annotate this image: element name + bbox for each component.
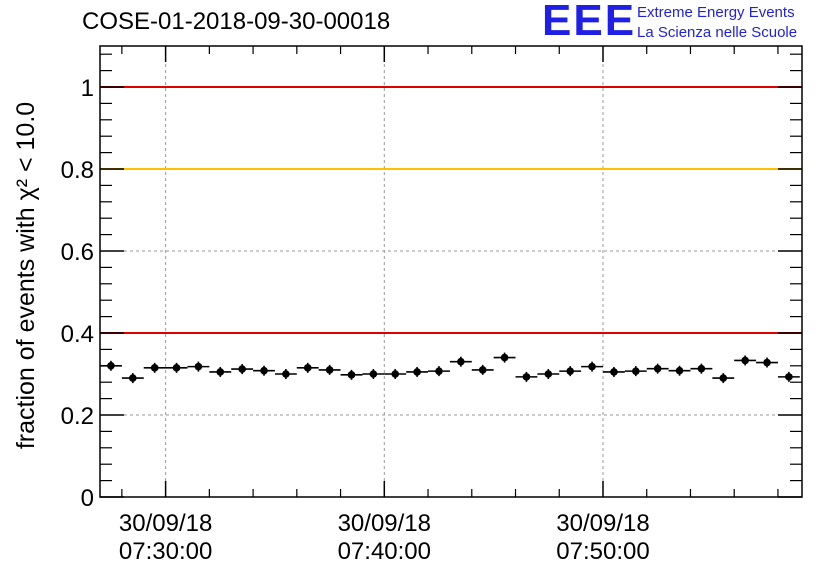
data-point-marker bbox=[238, 365, 246, 373]
data-point-marker bbox=[413, 368, 421, 376]
data-point bbox=[384, 369, 407, 379]
data-point-marker bbox=[457, 357, 465, 366]
data-point-marker bbox=[675, 366, 684, 375]
data-point-marker bbox=[282, 370, 290, 378]
y-tick-label: 0.2 bbox=[61, 403, 94, 430]
data-point bbox=[471, 364, 494, 375]
data-point-marker bbox=[697, 364, 706, 373]
data-point bbox=[493, 352, 516, 363]
data-point bbox=[253, 365, 275, 376]
x-tick-label-date: 30/09/18 bbox=[556, 510, 649, 537]
x-tick-label-time: 07:50:00 bbox=[556, 538, 649, 565]
data-point-marker bbox=[150, 364, 159, 372]
data-point-marker bbox=[544, 370, 553, 378]
logo-mark: EEE bbox=[542, 0, 637, 45]
data-point-marker bbox=[588, 362, 596, 371]
data-point bbox=[624, 366, 647, 377]
data-point-marker bbox=[391, 370, 400, 378]
data-point bbox=[515, 371, 538, 382]
data-point-marker bbox=[719, 374, 728, 382]
data-point-marker bbox=[763, 358, 771, 367]
data-point bbox=[209, 366, 232, 377]
logo-line-2: La Scienza nelle Scuole bbox=[637, 24, 798, 41]
data-point-marker bbox=[478, 366, 487, 374]
data-point bbox=[734, 355, 757, 366]
data-point-marker bbox=[129, 374, 137, 382]
data-point bbox=[296, 362, 319, 373]
data-point-marker bbox=[631, 367, 640, 375]
data-point-marker bbox=[741, 356, 749, 365]
data-point-marker bbox=[303, 364, 312, 372]
data-point bbox=[187, 361, 210, 372]
data-point bbox=[231, 364, 254, 375]
data-point-marker bbox=[172, 364, 181, 372]
data-point bbox=[318, 364, 341, 375]
data-point-marker bbox=[107, 362, 115, 370]
y-axis-label: fraction of events with χ² < 10.0 bbox=[12, 102, 40, 449]
data-point-marker bbox=[610, 368, 618, 376]
y-tick-label: 0.8 bbox=[61, 157, 94, 184]
data-point bbox=[602, 366, 625, 377]
data-point-marker bbox=[369, 370, 378, 378]
data-point-marker bbox=[347, 371, 356, 379]
data-point-marker bbox=[260, 366, 268, 375]
y-tick-label: 0.6 bbox=[61, 239, 94, 266]
data-point bbox=[646, 363, 669, 374]
data-point bbox=[340, 369, 363, 380]
data-point-marker bbox=[435, 367, 443, 375]
plot-title: COSE-01-2018-09-30-00018 bbox=[82, 8, 391, 35]
y-tick-label: 1 bbox=[81, 75, 94, 102]
data-point bbox=[777, 371, 800, 382]
data-point bbox=[581, 361, 603, 372]
x-tick-label-date: 30/09/18 bbox=[119, 510, 212, 537]
data-point bbox=[143, 362, 166, 373]
data-point-marker bbox=[785, 373, 793, 381]
data-point-marker bbox=[500, 353, 509, 362]
data-point bbox=[559, 366, 582, 377]
eee-logo: EEE Extreme Energy Events La Scienza nel… bbox=[542, 0, 832, 46]
data-point bbox=[428, 366, 450, 377]
x-tick-label-time: 07:40:00 bbox=[338, 538, 431, 565]
data-point-marker bbox=[194, 362, 203, 371]
logo-line-1: Extreme Energy Events bbox=[637, 4, 795, 21]
y-tick-label: 0 bbox=[81, 485, 94, 512]
data-point-marker bbox=[216, 368, 225, 376]
x-tick-label-date: 30/09/18 bbox=[338, 510, 431, 537]
data-point bbox=[690, 363, 713, 374]
data-point-marker bbox=[566, 367, 574, 375]
data-point-marker bbox=[653, 364, 662, 373]
y-tick-label: 0.4 bbox=[61, 321, 94, 348]
data-point bbox=[756, 357, 778, 368]
data-point bbox=[165, 362, 188, 373]
data-point bbox=[100, 360, 122, 371]
data-point bbox=[712, 373, 735, 384]
data-point bbox=[449, 356, 472, 367]
x-tick-label-time: 07:30:00 bbox=[119, 538, 212, 565]
data-point bbox=[274, 369, 297, 379]
data-point bbox=[406, 366, 429, 377]
data-point bbox=[121, 373, 144, 384]
plot-frame bbox=[99, 45, 803, 498]
data-point bbox=[537, 369, 560, 379]
data-point bbox=[362, 369, 385, 379]
data-point-marker bbox=[325, 366, 334, 374]
data-point bbox=[668, 365, 691, 376]
data-point-marker bbox=[522, 373, 531, 381]
